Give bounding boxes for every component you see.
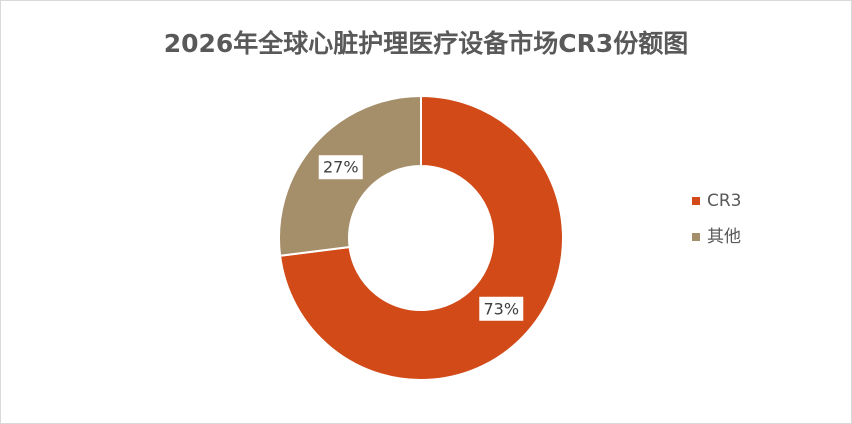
legend-swatch [692, 233, 700, 241]
data-label-box [479, 296, 524, 321]
data-label: 27% [323, 158, 359, 177]
chart-title: 2026年全球心脏护理医疗设备市场CR3份额图 [164, 29, 689, 58]
legend-swatch [692, 197, 700, 205]
data-label-box [318, 155, 363, 180]
legend-label: 其他 [707, 227, 741, 247]
legend-label: CR3 [707, 191, 742, 211]
data-label: 73% [483, 299, 519, 318]
